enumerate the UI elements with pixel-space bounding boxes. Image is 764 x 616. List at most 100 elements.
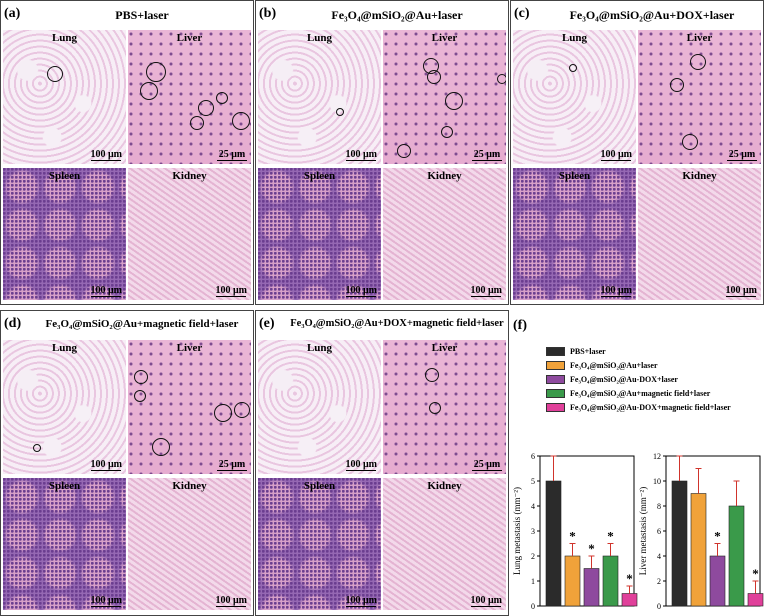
metastasis-circle xyxy=(425,368,439,382)
panel-e-spleen-label: Spleen xyxy=(303,480,336,492)
y-tick-label: 1 xyxy=(531,577,535,586)
panel-b-kidney-image: Kidney 100 μm xyxy=(383,168,506,300)
panel-a-lung-scalebar: 100 μm xyxy=(90,149,122,161)
panel-c-liver-scalebar: 25 μm xyxy=(727,149,757,161)
legend-swatch xyxy=(546,389,565,398)
panel-d-lung-image: Lung 100 μm xyxy=(3,340,126,474)
y-tick-label: 5 xyxy=(531,477,535,486)
panel-c-spleen-image: Spleen 100 μm xyxy=(513,168,636,300)
bar xyxy=(564,555,581,607)
metastasis-circle xyxy=(146,62,166,82)
panel-c-letter: (c) xyxy=(514,6,530,21)
bar xyxy=(621,593,638,607)
legend-label: Fe₃O₄@mSiO₂@Au-DOX+laser xyxy=(570,375,678,384)
panel-d-letter: (d) xyxy=(4,316,22,331)
bar xyxy=(583,568,600,607)
panel-c-liver-label: Liver xyxy=(686,32,713,44)
panel-c-liver-image: Liver 25 μm xyxy=(638,30,761,164)
panel-b-liver-label: Liver xyxy=(431,32,458,44)
panel-a-title: PBS+laser xyxy=(115,8,169,22)
legend-swatch xyxy=(546,403,565,412)
panel-a-letter: (a) xyxy=(4,6,21,21)
legend-swatch xyxy=(546,347,565,356)
panel-d-kidney-image: Kidney 100 μm xyxy=(128,478,251,610)
bar xyxy=(602,555,619,607)
panel-e-liver-label: Liver xyxy=(431,342,458,354)
y-tick-label: 8 xyxy=(657,502,661,511)
panel-d-kidney-label: Kidney xyxy=(172,480,207,492)
panel-a-lung-image: Lung 100 μm xyxy=(3,30,126,164)
y-tick-label: 6 xyxy=(531,452,535,461)
legend-item: Fe₃O₄@mSiO₂@Au-DOX+magnetic field+laser xyxy=(546,402,731,413)
panel-a-lung-label: Lung xyxy=(51,32,78,44)
legend-label: Fe₃O₄@mSiO₂@Au-DOX+magnetic field+laser xyxy=(570,403,731,412)
panel-a-spleen-scalebar: 100 μm xyxy=(90,285,122,297)
y-tick-label: 12 xyxy=(653,452,661,461)
lung-metastasis-chart: 0 1 2 3 4 5 6 Lung metastasis (mm⁻²) * * * * xyxy=(512,452,638,611)
legend-label: Fe₃O₄@mSiO₂@Au+laser xyxy=(570,361,658,370)
metastasis-circle xyxy=(232,112,250,130)
panel-e-title: Fe₃O₄@mSiO₂@Au+DOX+magnetic field+laser xyxy=(290,318,504,329)
significance-star: * xyxy=(588,541,595,556)
panel-b-title: Fe₃O₄@mSiO₂@Au+laser xyxy=(331,8,463,22)
legend-swatch xyxy=(546,361,565,370)
panel-b-lung-scalebar: 100 μm xyxy=(345,149,377,161)
panel-d-kidney-scalebar: 100 μm xyxy=(215,595,247,607)
metastasis-circle xyxy=(198,100,214,116)
legend-label: Fe₃O₄@mSiO₂@Au+magnetic field+laser xyxy=(570,389,711,398)
panel-f-letter: (f) xyxy=(513,318,527,333)
y-tick-label: 4 xyxy=(531,502,535,511)
y-tick-label: 2 xyxy=(531,552,535,561)
significance-star: * xyxy=(714,529,721,544)
panel-c-kidney-image: Kidney 100 μm xyxy=(638,168,761,300)
panel-a-liver-label: Liver xyxy=(176,32,203,44)
legend-item: PBS+laser xyxy=(546,346,606,357)
liver-metastasis-chart: 0 2 4 6 8 10 12 Liver metastasis (mm⁻²) * * xyxy=(638,452,764,611)
metastasis-circle xyxy=(190,116,204,130)
metastasis-circle xyxy=(234,402,250,418)
panel-e-spleen-scalebar: 100 μm xyxy=(345,595,377,607)
panel-c-title: Fe₃O₄@mSiO₂@Au+DOX+laser xyxy=(569,8,735,22)
panel-c-kidney-scalebar: 100 μm xyxy=(725,285,757,297)
panel-d-title: Fe₃O₄@mSiO₂@Au+magnetic field+laser xyxy=(45,318,239,330)
legend-label: PBS+laser xyxy=(570,347,606,356)
legend-item: Fe₃O₄@mSiO₂@Au-DOX+laser xyxy=(546,374,678,385)
panel-a-liver-image: Liver 25 μm xyxy=(128,30,251,164)
panel-d-lung-scalebar: 100 μm xyxy=(90,459,122,471)
y-tick-label: 6 xyxy=(657,527,661,536)
panel-e-spleen-image: Spleen 100 μm xyxy=(258,478,381,610)
legend-item: Fe₃O₄@mSiO₂@Au+laser xyxy=(546,360,658,371)
panel-b-liver-scalebar: 25 μm xyxy=(472,149,502,161)
metastasis-circle xyxy=(445,92,463,110)
panel-e-kidney-label: Kidney xyxy=(427,480,462,492)
panel-d-spleen-label: Spleen xyxy=(48,480,81,492)
panel-e-kidney-scalebar: 100 μm xyxy=(470,595,502,607)
metastasis-circle xyxy=(569,64,577,72)
panel-d-spleen-image: Spleen 100 μm xyxy=(3,478,126,610)
panel-e-liver-image: Liver 25 μm xyxy=(383,340,506,474)
legend-swatch xyxy=(546,375,565,384)
panel-e-lung-scalebar: 100 μm xyxy=(345,459,377,471)
significance-star: * xyxy=(569,529,576,544)
panel-b-spleen-image: Spleen 100 μm xyxy=(258,168,381,300)
panel-d-spleen-scalebar: 100 μm xyxy=(90,595,122,607)
panel-d-liver-scalebar: 25 μm xyxy=(217,459,247,471)
legend-item: Fe₃O₄@mSiO₂@Au+magnetic field+laser xyxy=(546,388,710,399)
y-tick-label: 3 xyxy=(531,527,535,536)
panel-a-spleen-image: Spleen 100 μm xyxy=(3,168,126,300)
metastasis-circle xyxy=(336,108,344,116)
panel-b-kidney-scalebar: 100 μm xyxy=(470,285,502,297)
bar xyxy=(545,480,562,607)
y-tick-label: 4 xyxy=(657,552,661,561)
panel-a-liver-scalebar: 25 μm xyxy=(217,149,247,161)
panel-c-spleen-label: Spleen xyxy=(558,170,591,182)
metastasis-circle xyxy=(397,144,411,158)
panel-e-lung-label: Lung xyxy=(306,342,333,354)
panel-b-kidney-label: Kidney xyxy=(427,170,462,182)
metastasis-circle xyxy=(47,66,63,82)
y-tick-label: 0 xyxy=(531,602,535,611)
panel-b-liver-image: Liver 25 μm xyxy=(383,30,506,164)
metastasis-circle xyxy=(497,74,506,84)
metastasis-circle xyxy=(33,444,41,452)
metastasis-circle xyxy=(140,82,158,100)
